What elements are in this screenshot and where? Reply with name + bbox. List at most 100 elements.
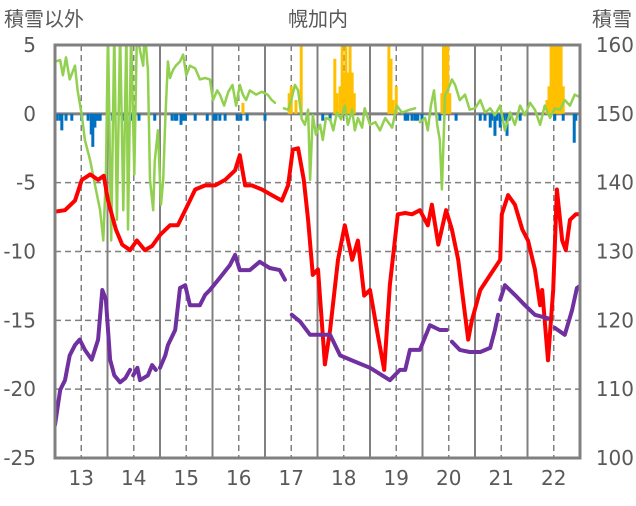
blue-bar bbox=[58, 113, 62, 121]
blue-bar bbox=[214, 113, 218, 121]
orange-bar bbox=[333, 58, 337, 114]
orange-bar bbox=[350, 72, 354, 114]
bars bbox=[55, 45, 578, 147]
red-series-line bbox=[55, 146, 580, 372]
blue-bar bbox=[413, 113, 417, 121]
orange-bar bbox=[545, 100, 549, 114]
blue-bar bbox=[410, 113, 414, 121]
x-tick-label: 16 bbox=[226, 466, 251, 490]
green-series-line bbox=[418, 78, 580, 191]
blue-bar bbox=[235, 113, 239, 121]
x-tick-label: 19 bbox=[384, 466, 409, 490]
y-left-tick-label: -20 bbox=[3, 377, 36, 401]
blue-bar bbox=[193, 113, 197, 121]
orange-bar bbox=[241, 102, 245, 114]
green-series-line bbox=[55, 45, 277, 242]
blue-bar bbox=[137, 113, 141, 121]
blue-bar bbox=[553, 113, 557, 121]
orange-bar bbox=[549, 45, 553, 114]
orange-bar bbox=[344, 45, 348, 114]
series-lines bbox=[55, 45, 580, 427]
orange-bar bbox=[335, 93, 339, 114]
blue-bar bbox=[478, 113, 482, 121]
orange-bar bbox=[294, 100, 298, 114]
x-tick-label: 15 bbox=[174, 466, 199, 490]
orange-bar bbox=[442, 45, 445, 114]
orange-bar bbox=[446, 45, 450, 114]
blue-bar bbox=[572, 113, 576, 143]
left-axis-label: 積雪以外 bbox=[4, 7, 84, 31]
orange-bar bbox=[340, 45, 344, 114]
blue-bar bbox=[179, 113, 183, 125]
orange-bar bbox=[559, 45, 563, 114]
y-right-tick-label: 100 bbox=[596, 446, 634, 470]
blue-bar bbox=[60, 113, 64, 131]
blue-bar bbox=[495, 113, 499, 121]
y-left-tick-label: -10 bbox=[3, 240, 36, 264]
blue-bar bbox=[89, 113, 93, 135]
x-tick-label: 13 bbox=[69, 466, 94, 490]
y-left-tick-label: -25 bbox=[3, 446, 36, 470]
blue-bar bbox=[502, 113, 506, 121]
blue-bar bbox=[183, 113, 187, 121]
purple-series-line bbox=[289, 312, 449, 383]
x-tick-label: 17 bbox=[279, 466, 304, 490]
blue-bar bbox=[212, 113, 216, 121]
orange-bar bbox=[557, 45, 561, 114]
blue-bar bbox=[438, 113, 442, 121]
purple-series-line bbox=[55, 288, 133, 427]
blue-bar bbox=[483, 113, 487, 121]
y-right-tick-label: 140 bbox=[596, 171, 634, 195]
y-left-tick-label: -5 bbox=[16, 171, 36, 195]
orange-bar bbox=[338, 86, 342, 114]
orange-bar bbox=[352, 93, 356, 114]
orange-bar bbox=[342, 72, 346, 114]
chart-title: 幌加内 bbox=[288, 7, 348, 31]
blue-bar bbox=[498, 113, 502, 128]
blue-bar bbox=[98, 113, 102, 121]
blue-bar bbox=[263, 113, 267, 121]
right-axis-label: 積雪 bbox=[592, 7, 632, 31]
purple-series-line bbox=[131, 363, 158, 383]
purple-series-line bbox=[552, 283, 580, 337]
y-right-tick-label: 160 bbox=[596, 33, 634, 57]
x-tick-label: 14 bbox=[121, 466, 146, 490]
orange-bar bbox=[299, 45, 303, 114]
green-series-line bbox=[282, 83, 417, 182]
blue-bar bbox=[64, 113, 68, 121]
y-right-tick-label: 110 bbox=[596, 377, 634, 401]
orange-bar bbox=[448, 93, 452, 114]
y-left-tick-label: -15 bbox=[3, 308, 36, 332]
blue-bar bbox=[454, 113, 458, 121]
tick-labels: 13 14 15 16 17 18 19 20 21 22 5 0 -5 -10 -15 -20 -25 160 1… bbox=[3, 33, 634, 490]
orange-bar bbox=[553, 45, 557, 114]
blue-bar bbox=[175, 113, 179, 121]
x-tick-label: 18 bbox=[331, 466, 356, 490]
orange-bar bbox=[551, 45, 555, 114]
blue-bar bbox=[205, 113, 209, 121]
purple-series-line bbox=[498, 283, 550, 321]
blue-bar bbox=[55, 113, 59, 121]
orange-bar bbox=[444, 45, 448, 114]
blue-bar bbox=[518, 113, 522, 121]
blue-bar bbox=[493, 113, 497, 136]
orange-bar bbox=[440, 93, 444, 114]
blue-bar bbox=[420, 113, 424, 121]
blue-bar bbox=[328, 113, 332, 121]
blue-bar bbox=[403, 113, 407, 121]
orange-bar bbox=[348, 45, 352, 114]
orange-bar bbox=[547, 86, 551, 114]
x-tick-label: 21 bbox=[489, 466, 514, 490]
blue-bar bbox=[488, 113, 492, 128]
orange-bar bbox=[394, 86, 398, 114]
orange-bar bbox=[346, 72, 350, 114]
blue-bar bbox=[561, 113, 565, 121]
blue-bar bbox=[218, 113, 222, 121]
y-left-tick-label: 0 bbox=[23, 102, 36, 126]
blue-bar bbox=[153, 113, 157, 121]
blue-bar bbox=[170, 113, 174, 121]
blue-bar bbox=[223, 113, 227, 121]
blue-bar bbox=[86, 113, 90, 121]
orange-bar bbox=[389, 58, 393, 114]
blue-bar bbox=[181, 113, 185, 121]
